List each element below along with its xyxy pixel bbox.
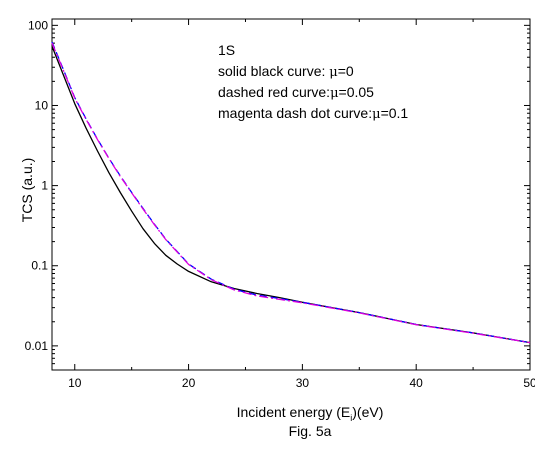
x-tick-label: 10: [68, 376, 82, 390]
x-tick-label: 30: [296, 376, 310, 390]
series-line-dash-dot: [51, 42, 531, 344]
x-tick-label: 40: [410, 376, 424, 390]
legend-annotation: dashed red curve:μ=0.05: [218, 84, 374, 101]
x-axis-label: Incident energy (Ei)(eV): [237, 404, 384, 423]
y-tick-label: 0.1: [31, 259, 48, 273]
plot-frame: [51, 18, 531, 371]
x-tick-label: 50: [523, 376, 535, 390]
legend-annotation: 1S: [218, 42, 235, 58]
y-tick-label: 0.01: [25, 339, 49, 353]
legend-annotation: solid black curve: μ=0: [218, 63, 354, 80]
x-tick-label: 20: [182, 376, 196, 390]
figure-caption: Fig. 5a: [289, 423, 332, 439]
y-tick-label: 100: [28, 18, 48, 32]
plot-area: 10 20 30 40 50 0.01 0.1 1 10 100 1S solid black cur…: [25, 18, 535, 390]
y-tick-label: 1: [41, 179, 48, 193]
y-axis-label: TCS (a.u.): [19, 158, 35, 223]
y-tick-label: 10: [35, 98, 49, 112]
legend-annotation: magenta dash dot curve:μ=0.1: [218, 105, 408, 122]
